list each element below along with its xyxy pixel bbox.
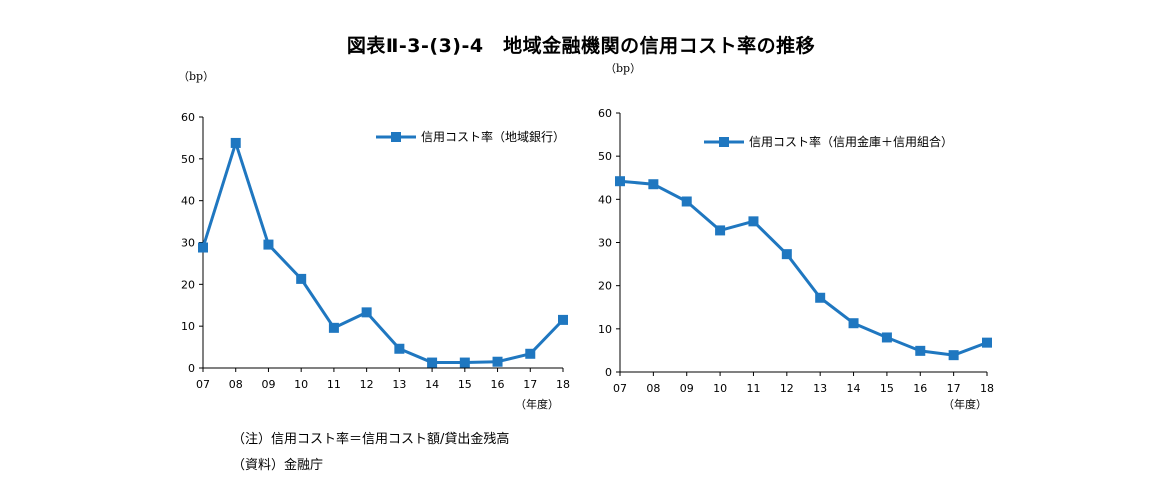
data-point-marker [815,292,826,303]
x-tick-label: 15 [458,378,472,391]
x-tick-label: 10 [294,378,308,391]
x-tick-label: 17 [947,382,961,395]
data-point-marker [328,322,339,333]
x-tick-label: 16 [913,382,927,395]
x-tick-label: 11 [327,378,341,391]
y-tick-label: 10 [598,323,612,336]
x-tick-label: 10 [713,382,727,395]
data-point-marker [948,350,959,361]
y-tick-label: 0 [188,362,195,375]
x-tick-label: 08 [646,382,660,395]
y-tick-label: 0 [605,366,612,379]
y-tick-label: 10 [181,320,195,333]
x-tick-label: 09 [261,378,275,391]
x-tick-label: 14 [425,378,439,391]
data-point-marker [525,348,536,359]
x-tick-label: 12 [780,382,794,395]
x-unit-label: （年度） [515,397,559,411]
data-point-marker [648,179,659,190]
data-point-marker [361,307,372,318]
legend-marker [719,137,729,147]
source-note: （資料）金融庁 [232,458,324,473]
x-tick-label: 07 [196,378,210,391]
x-unit-label: （年度） [943,397,987,411]
data-point-marker [296,273,307,284]
data-point-marker [230,137,241,148]
data-point-marker [615,176,625,187]
y-tick-label: 20 [598,280,612,293]
formula-note: （注）信用コスト率＝信用コスト額/貸出金残高 [232,432,510,447]
data-point-marker [394,343,405,354]
data-point-marker [427,357,438,368]
data-point-marker [492,356,503,367]
data-point-marker [715,225,726,236]
y-tick-label: 40 [181,195,195,208]
y-unit-label: （bp） [605,62,641,75]
data-point-marker [459,357,470,368]
y-tick-label: 60 [181,111,195,124]
data-point-marker [681,196,692,207]
x-tick-label: 17 [523,378,537,391]
y-tick-label: 50 [598,150,612,163]
data-point-marker [781,249,792,260]
y-tick-label: 50 [181,153,195,166]
y-tick-label: 40 [598,193,612,206]
data-point-marker [848,318,859,329]
y-unit-label: （bp） [178,70,214,83]
x-tick-label: 09 [680,382,694,395]
y-tick-label: 30 [598,237,612,250]
legend-label: 信用コスト率（信用金庫＋信用組合） [749,134,953,149]
data-point-marker [558,314,568,325]
x-tick-label: 18 [980,382,994,395]
data-point-marker [881,332,892,343]
x-tick-label: 15 [880,382,894,395]
y-tick-label: 30 [181,237,195,250]
series-line [201,141,565,365]
series-line [619,179,988,357]
x-tick-label: 11 [746,382,760,395]
data-point-marker [263,239,274,250]
x-tick-label: 13 [813,382,827,395]
legend-marker [391,132,401,142]
data-point-marker [915,345,926,356]
x-tick-label: 12 [360,378,374,391]
y-tick-label: 20 [181,278,195,291]
x-tick-label: 08 [229,378,243,391]
x-tick-label: 18 [556,378,570,391]
x-tick-label: 16 [491,378,505,391]
x-tick-label: 14 [847,382,861,395]
legend-label: 信用コスト率（地域銀行） [421,129,565,144]
y-tick-label: 60 [598,107,612,120]
x-tick-label: 13 [392,378,406,391]
data-point-marker [748,216,759,227]
figure-title: 図表Ⅱ-3-(3)-4 地域金融機関の信用コスト率の推移 [346,35,816,57]
x-tick-label: 07 [613,382,627,395]
data-point-marker [982,337,992,348]
data-point-marker [198,242,208,253]
